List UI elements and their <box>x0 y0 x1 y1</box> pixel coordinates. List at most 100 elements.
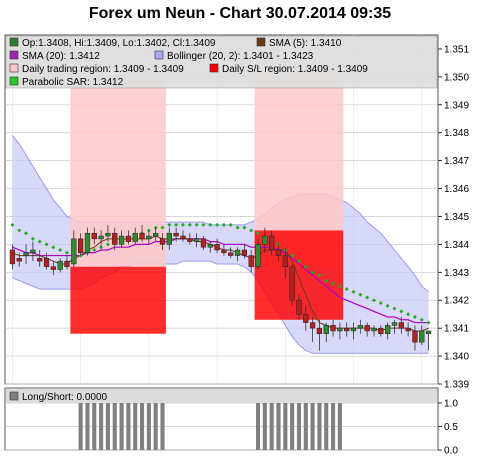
sar-dot <box>426 320 431 325</box>
candle-body <box>323 325 329 334</box>
sar-dot <box>215 222 220 227</box>
long-short-bar <box>112 403 117 450</box>
candle-body <box>234 249 241 256</box>
legend-label: SMA (5): 1.3410 <box>269 38 342 49</box>
candle-body <box>269 235 275 251</box>
legend-label: Bollinger (20, 2): 1.3401 - 1.3423 <box>167 51 314 62</box>
lower-y-axis: 1.0 0.5 0.0 <box>438 399 458 457</box>
sar-dot <box>331 281 336 286</box>
candle-body <box>91 232 97 240</box>
long-short-bar <box>146 403 151 450</box>
sar-dot <box>351 289 356 294</box>
candle-body <box>125 235 132 242</box>
legend-swatch <box>9 63 19 73</box>
legend: Op:1.3408, Hi:1.3409, Lo:1.3402, Cl:1.34… <box>9 37 368 88</box>
long-short-bar <box>337 403 342 450</box>
sar-dot <box>51 245 56 250</box>
candle-body <box>357 325 364 329</box>
sar-dot <box>406 312 411 317</box>
candle-body <box>84 232 91 254</box>
long-short-bar <box>303 403 308 450</box>
candle-body <box>166 232 172 245</box>
sar-dot <box>92 247 97 252</box>
chart-title: Forex um Neun - Chart 30.07.2014 09:35 <box>89 5 391 22</box>
candle-body <box>64 260 70 267</box>
sar-dot <box>242 225 247 230</box>
candle-body <box>187 238 193 242</box>
candle-body <box>282 255 288 267</box>
long-short-bar <box>310 403 315 450</box>
long-short-bar <box>290 403 295 450</box>
legend-label: Op:1.3408, Hi:1.3409, Lo:1.3402, Cl:1.34… <box>22 38 216 49</box>
candle-body <box>378 327 384 334</box>
long-short-bar <box>78 403 83 450</box>
candle-body <box>207 244 213 248</box>
candle-body <box>371 327 377 332</box>
sar-dot <box>167 222 172 227</box>
candle-body <box>241 249 248 256</box>
candle-body <box>71 238 77 265</box>
sar-dot <box>228 222 233 227</box>
sar-dot <box>44 242 49 247</box>
legend-swatch <box>256 37 266 47</box>
long-short-bar <box>331 403 336 450</box>
long-short-bars <box>78 403 342 450</box>
candle-body <box>221 249 227 254</box>
sar-dot <box>324 278 329 283</box>
candle-body <box>255 244 261 267</box>
long-short-bar <box>296 403 302 450</box>
long-short-bar <box>139 403 145 450</box>
legend-box <box>5 35 438 89</box>
sar-dot <box>208 222 213 227</box>
legend-label: SMA (20): 1.3412 <box>22 51 100 62</box>
sar-dot <box>37 239 42 244</box>
candle-body <box>180 235 186 240</box>
y-tick-label: 1.344 <box>444 240 469 251</box>
y-tick-label: 1.348 <box>444 128 469 139</box>
candle-body <box>303 313 309 323</box>
daily-sl-region <box>70 266 166 334</box>
y-tick-label: 1.350 <box>444 72 469 83</box>
candle-body <box>146 235 152 240</box>
candle-body <box>105 232 111 237</box>
long-short-bar <box>324 403 329 450</box>
candle-body <box>412 330 418 343</box>
sar-dot <box>24 231 29 236</box>
candle-body <box>398 322 404 329</box>
candle-body <box>296 299 302 315</box>
sar-dot <box>256 231 261 236</box>
candle-body <box>248 255 254 267</box>
y-tick-label: 1.349 <box>444 100 469 111</box>
y-tick-label: 1.340 <box>444 352 469 363</box>
sar-dot <box>249 228 254 233</box>
legend-swatch <box>209 63 219 73</box>
y-tick-label: 1.343 <box>444 268 469 279</box>
candle-body <box>330 325 336 332</box>
y-tick-label: 1.0 <box>444 399 458 410</box>
long-short-bar <box>255 403 261 450</box>
sar-dot <box>105 242 110 247</box>
long-short-bar <box>269 403 274 450</box>
sar-dot <box>303 264 308 269</box>
candle-body <box>309 322 316 329</box>
candle-body <box>200 238 207 248</box>
candle-body <box>16 258 22 262</box>
y-tick-label: 1.351 <box>444 44 469 55</box>
candle-body <box>50 266 56 270</box>
sar-dot <box>58 247 63 252</box>
long-short-bar <box>126 403 131 450</box>
long-short-bar <box>105 403 110 450</box>
candle-body <box>262 235 268 245</box>
sar-dot <box>201 222 206 227</box>
sar-dot <box>358 292 363 297</box>
candle-body <box>193 238 200 242</box>
y-tick-label: 1.347 <box>444 156 469 167</box>
sar-dot <box>385 303 390 308</box>
candle-body <box>153 232 159 237</box>
candle-body <box>214 244 220 251</box>
candle-body <box>112 232 118 245</box>
legend-swatch <box>9 76 19 86</box>
sar-dot <box>344 287 349 292</box>
